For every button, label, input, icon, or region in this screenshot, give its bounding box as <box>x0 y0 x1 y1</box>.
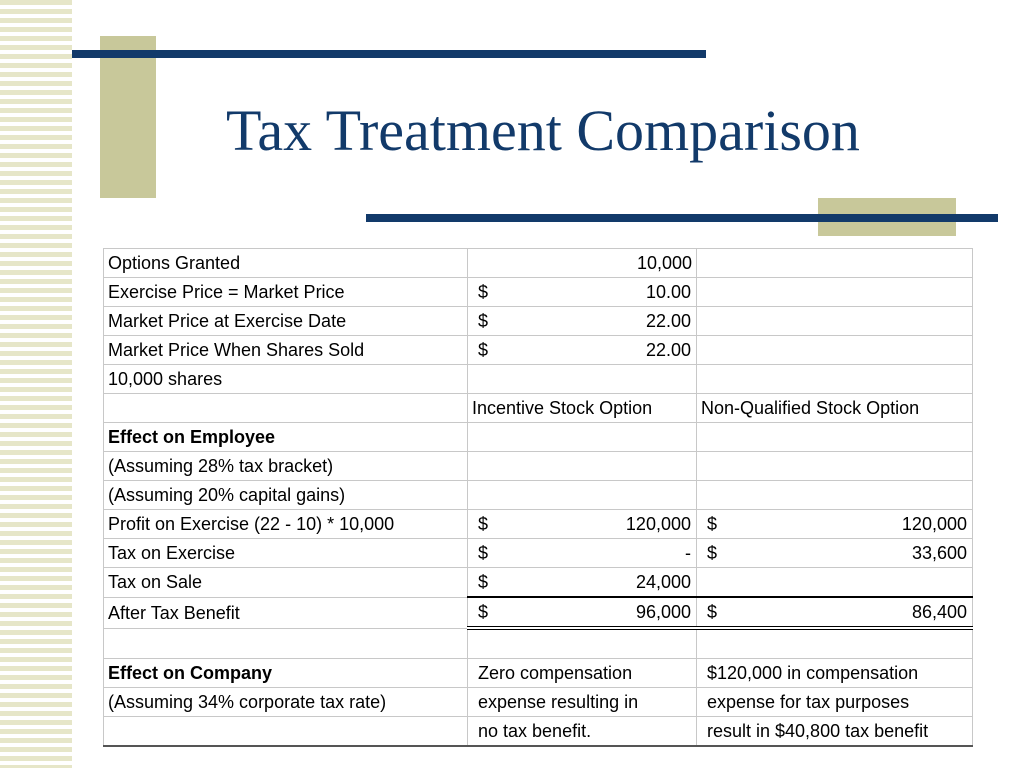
slide-title: Tax Treatment Comparison <box>226 98 860 163</box>
currency-symbol: $ <box>707 514 718 534</box>
table-row: Effect on Company Zero compensation $120… <box>103 658 973 688</box>
currency-symbol: $ <box>478 572 489 592</box>
nqso-cell <box>696 364 973 394</box>
row-label: (Assuming 28% tax bracket) <box>103 451 468 481</box>
row-label: Exercise Price = Market Price <box>103 277 468 307</box>
table-row: (Assuming 20% capital gains) <box>103 480 973 510</box>
row-label: (Assuming 20% capital gains) <box>103 480 468 510</box>
iso-value: 10,000 <box>467 248 697 278</box>
comparison-table: Options Granted 10,000 Exercise Price = … <box>103 248 973 747</box>
iso-value: 24,000 <box>635 572 691 592</box>
iso-value: - <box>685 543 691 563</box>
tan-accent-block-left <box>100 36 156 198</box>
iso-value: 22.00 <box>645 311 691 331</box>
nqso-cell <box>696 277 973 307</box>
row-label: Market Price at Exercise Date <box>103 306 468 336</box>
row-label: 10,000 shares <box>103 364 468 394</box>
iso-cell <box>467 451 697 481</box>
nqso-cell <box>696 451 973 481</box>
currency-symbol: $ <box>478 282 489 302</box>
table-row: Options Granted 10,000 <box>103 248 973 278</box>
iso-cell: $10.00 <box>467 277 697 307</box>
nqso-text: $120,000 in compensation <box>696 658 973 688</box>
nqso-cell <box>696 422 973 452</box>
iso-cell: $96,000 <box>467 596 697 630</box>
row-label: Tax on Sale <box>103 567 468 598</box>
row-label: Options Granted <box>103 248 468 278</box>
navy-rule-bottom <box>366 214 998 222</box>
table-row: Effect on Employee <box>103 422 973 452</box>
iso-cell <box>467 422 697 452</box>
nqso-cell <box>696 306 973 336</box>
table-row: (Assuming 28% tax bracket) <box>103 451 973 481</box>
section-heading-company: Effect on Company <box>103 658 468 688</box>
iso-value: 22.00 <box>645 340 691 360</box>
table-row: (Assuming 34% corporate tax rate) expens… <box>103 687 973 717</box>
iso-value: 120,000 <box>625 514 691 534</box>
nqso-cell <box>696 480 973 510</box>
iso-text: expense resulting in <box>467 687 697 717</box>
row-label <box>103 627 468 659</box>
iso-value: 96,000 <box>635 602 691 622</box>
iso-value: 10.00 <box>645 282 691 302</box>
nqso-value: 120,000 <box>901 514 967 534</box>
nqso-cell <box>696 567 973 598</box>
currency-symbol: $ <box>478 311 489 331</box>
nqso-cell <box>696 248 973 278</box>
navy-rule-top <box>72 50 706 58</box>
table-row: Exercise Price = Market Price $10.00 <box>103 277 973 307</box>
nqso-text: result in $40,800 tax benefit <box>696 716 973 747</box>
table-header-row: Incentive Stock Option Non-Qualified Sto… <box>103 393 973 423</box>
nqso-cell: $33,600 <box>696 538 973 568</box>
iso-cell: $120,000 <box>467 509 697 539</box>
table-row: Tax on Sale $24,000 <box>103 567 973 598</box>
iso-cell <box>467 364 697 394</box>
row-label: Profit on Exercise (22 - 10) * 10,000 <box>103 509 468 539</box>
iso-cell <box>467 480 697 510</box>
nqso-text: expense for tax purposes <box>696 687 973 717</box>
nqso-value: 33,600 <box>911 543 967 563</box>
iso-cell: $ - <box>467 538 697 568</box>
currency-symbol: $ <box>707 602 718 622</box>
section-heading-employee: Effect on Employee <box>103 422 468 452</box>
row-label: Tax on Exercise <box>103 538 468 568</box>
currency-symbol: $ <box>478 543 489 563</box>
table-row: Market Price When Shares Sold $22.00 <box>103 335 973 365</box>
table-row: no tax benefit. result in $40,800 tax be… <box>103 716 973 747</box>
table-row: Profit on Exercise (22 - 10) * 10,000 $1… <box>103 509 973 539</box>
table-row: After Tax Benefit $96,000 $86,400 <box>103 596 973 630</box>
nqso-cell <box>696 627 973 659</box>
table-row: 10,000 shares <box>103 364 973 394</box>
iso-column-header: Incentive Stock Option <box>467 393 697 423</box>
currency-symbol: $ <box>478 602 489 622</box>
iso-cell: $22.00 <box>467 335 697 365</box>
nqso-value: 86,400 <box>911 602 967 622</box>
table-row: Market Price at Exercise Date $22.00 <box>103 306 973 336</box>
nqso-cell: $86,400 <box>696 596 973 630</box>
iso-text: Zero compensation <box>467 658 697 688</box>
row-label <box>103 716 468 747</box>
table-row: Tax on Exercise $ - $33,600 <box>103 538 973 568</box>
currency-symbol: $ <box>478 514 489 534</box>
currency-symbol: $ <box>707 543 718 563</box>
iso-cell: $24,000 <box>467 567 697 598</box>
row-label: After Tax Benefit <box>103 596 468 629</box>
nqso-cell: $120,000 <box>696 509 973 539</box>
iso-cell <box>467 627 697 659</box>
row-label: Market Price When Shares Sold <box>103 335 468 365</box>
currency-symbol: $ <box>478 340 489 360</box>
iso-text: no tax benefit. <box>467 716 697 747</box>
table-row-empty <box>103 627 973 659</box>
row-label <box>103 393 468 423</box>
striped-border-decoration <box>0 0 72 768</box>
row-label: (Assuming 34% corporate tax rate) <box>103 687 468 717</box>
iso-cell: $22.00 <box>467 306 697 336</box>
nqso-column-header: Non-Qualified Stock Option <box>696 393 973 423</box>
nqso-cell <box>696 335 973 365</box>
